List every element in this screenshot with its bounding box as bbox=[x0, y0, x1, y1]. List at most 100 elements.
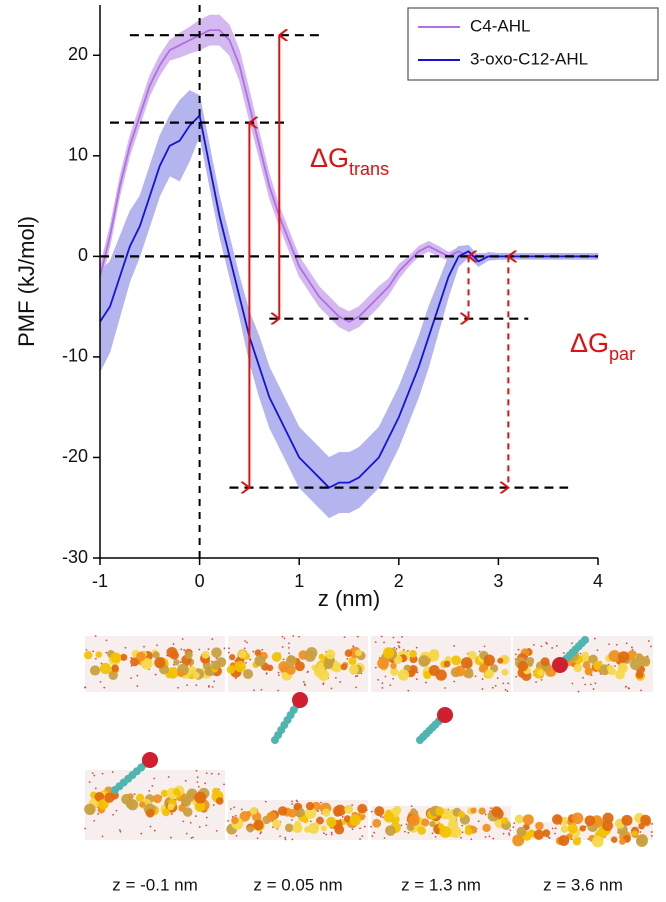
y-tick-label: -20 bbox=[62, 446, 88, 466]
water-dot bbox=[615, 643, 618, 646]
water-dot bbox=[547, 836, 550, 839]
water-dot bbox=[296, 800, 299, 803]
lipid bbox=[249, 806, 258, 815]
water-dot bbox=[631, 646, 633, 649]
lipid bbox=[584, 815, 596, 826]
lipid bbox=[635, 835, 648, 848]
y-tick-label: 0 bbox=[78, 245, 88, 265]
water-dot bbox=[370, 825, 372, 828]
lipid bbox=[211, 647, 222, 658]
water-dot bbox=[177, 686, 179, 689]
lipid bbox=[201, 650, 210, 659]
water-dot bbox=[190, 837, 193, 839]
annotation: ΔGpar bbox=[570, 328, 635, 364]
legend-label: 3-oxo-C12-AHL bbox=[470, 49, 588, 68]
water-dot bbox=[277, 689, 280, 692]
lipid bbox=[385, 825, 396, 836]
water-dot bbox=[444, 687, 446, 689]
lipid bbox=[212, 787, 220, 795]
water-dot bbox=[233, 806, 236, 809]
lipid bbox=[99, 662, 112, 675]
water-dot bbox=[392, 636, 395, 639]
lipid bbox=[516, 826, 527, 837]
lipid bbox=[121, 793, 132, 805]
lipid bbox=[246, 825, 254, 833]
water-dot bbox=[101, 772, 104, 775]
water-dot bbox=[554, 832, 556, 835]
lipid bbox=[484, 669, 495, 679]
legend-label: C4-AHL bbox=[470, 16, 530, 35]
water-dot bbox=[650, 834, 653, 837]
water-dot bbox=[407, 689, 410, 692]
water-dot bbox=[265, 672, 268, 675]
water-dot bbox=[180, 648, 183, 651]
water-dot bbox=[148, 790, 151, 792]
water-dot bbox=[548, 837, 551, 839]
water-dot bbox=[540, 678, 543, 681]
lipid bbox=[483, 654, 495, 666]
lipid bbox=[139, 801, 146, 808]
water-dot bbox=[170, 813, 173, 815]
water-dot bbox=[243, 647, 246, 650]
water-dot bbox=[478, 650, 481, 653]
water-dot bbox=[384, 675, 387, 678]
water-dot bbox=[229, 808, 232, 810]
x-tick-label: 1 bbox=[294, 571, 304, 591]
water-dot bbox=[133, 793, 136, 796]
lipid bbox=[135, 793, 145, 803]
lipid bbox=[340, 663, 348, 671]
lipid bbox=[429, 820, 436, 828]
water-dot bbox=[401, 635, 403, 638]
water-dot bbox=[195, 684, 198, 687]
water-dot bbox=[380, 635, 383, 638]
water-dot bbox=[535, 681, 537, 683]
y-axis-label: PMF (kJ/mol) bbox=[14, 216, 39, 347]
water-dot bbox=[410, 805, 413, 808]
lipid bbox=[333, 808, 342, 817]
water-dot bbox=[264, 800, 267, 803]
water-dot bbox=[240, 808, 243, 811]
water-dot bbox=[279, 835, 281, 838]
water-dot bbox=[259, 832, 262, 835]
lipid bbox=[226, 665, 236, 674]
water-dot bbox=[282, 658, 285, 661]
water-dot bbox=[405, 823, 408, 826]
water-dot bbox=[352, 645, 355, 648]
water-dot bbox=[434, 835, 437, 838]
water-dot bbox=[234, 677, 237, 680]
y-tick-label: -30 bbox=[62, 547, 88, 567]
snapshot-caption: z = 1.3 nm bbox=[401, 875, 481, 894]
water-dot bbox=[488, 835, 491, 838]
water-dot bbox=[143, 645, 145, 648]
annotation-sub: par bbox=[609, 344, 635, 364]
water-dot bbox=[101, 835, 104, 838]
lipid bbox=[294, 804, 301, 811]
lipid bbox=[204, 667, 213, 676]
error-band bbox=[129, 195, 141, 282]
lipid bbox=[573, 663, 583, 673]
lipid bbox=[443, 660, 451, 668]
water-dot bbox=[111, 771, 114, 773]
lipid bbox=[621, 814, 633, 826]
water-dot bbox=[356, 635, 359, 638]
lipid bbox=[619, 838, 626, 845]
water-dot bbox=[415, 646, 418, 649]
water-dot bbox=[198, 648, 201, 651]
lipid bbox=[423, 670, 432, 680]
water-dot bbox=[252, 650, 255, 653]
lipid bbox=[626, 650, 638, 661]
water-dot bbox=[167, 776, 170, 778]
water-dot bbox=[593, 637, 596, 640]
lipid bbox=[377, 657, 389, 670]
water-dot bbox=[584, 683, 587, 686]
annotation: ΔGtrans bbox=[310, 143, 389, 179]
lipid bbox=[305, 801, 315, 811]
lipid bbox=[482, 823, 491, 833]
lipid bbox=[94, 792, 105, 802]
lipid bbox=[229, 654, 236, 661]
water-dot bbox=[554, 827, 557, 830]
water-dot bbox=[577, 690, 580, 693]
water-dot bbox=[624, 685, 627, 688]
water-dot bbox=[508, 832, 510, 835]
lipid bbox=[579, 825, 586, 832]
